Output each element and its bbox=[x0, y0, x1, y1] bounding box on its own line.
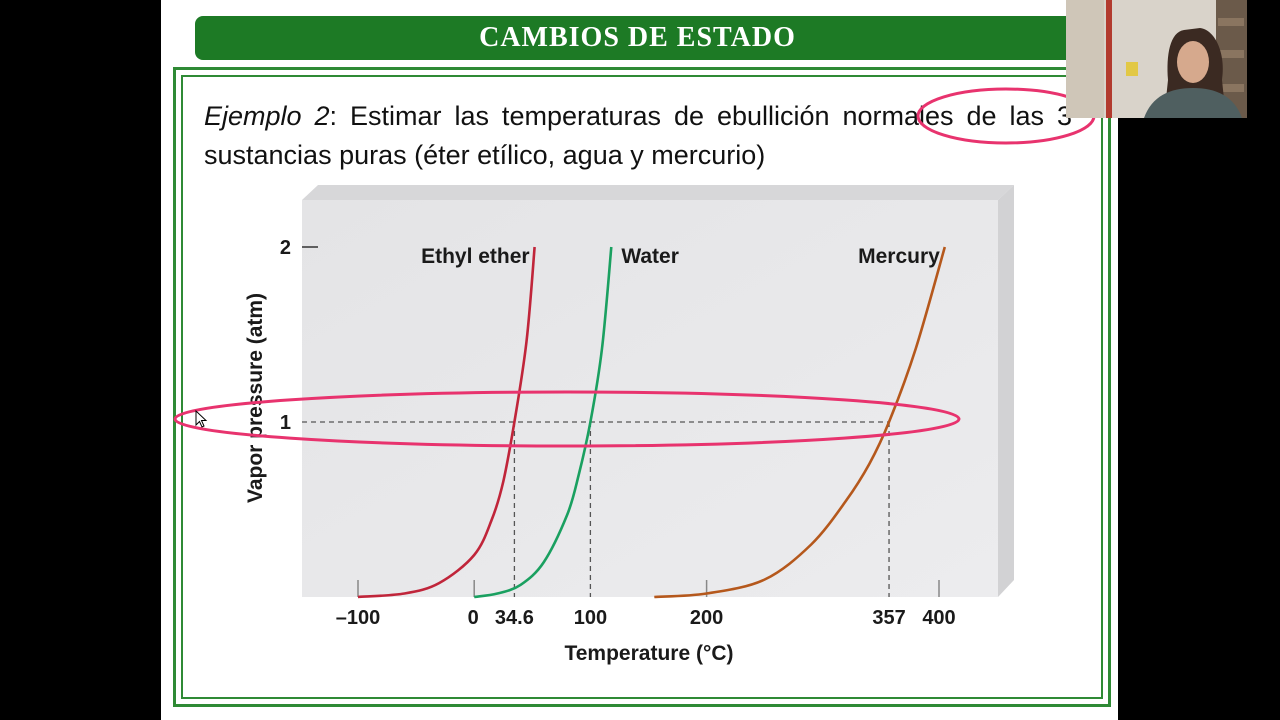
webcam-feed bbox=[1066, 0, 1247, 118]
x-tick-label: 200 bbox=[690, 607, 723, 629]
example-body: : Estimar las temperaturas de ebullición… bbox=[204, 101, 1072, 170]
slide-frame-outer bbox=[173, 67, 1111, 707]
x-tick-labels: –100 0 34.6 100 200 357 400 bbox=[336, 607, 956, 629]
chart-plot-area bbox=[302, 200, 998, 597]
chart-top-face bbox=[302, 185, 1014, 200]
series-curve-water bbox=[474, 246, 613, 599]
x-tick-label: 357 bbox=[872, 607, 905, 629]
x-tick-label: 400 bbox=[922, 607, 955, 629]
x-tick-label: –100 bbox=[336, 607, 381, 629]
series-curve-mercury bbox=[654, 246, 947, 599]
mouse-cursor-icon bbox=[195, 410, 208, 428]
annotation-ellipse-pressure bbox=[173, 390, 961, 448]
slide-title-bar: CAMBIOS DE ESTADO bbox=[195, 16, 1080, 60]
x-tick-label: 0 bbox=[468, 607, 479, 629]
series-curve-ethyl-ether bbox=[357, 246, 536, 599]
example-label: Ejemplo 2 bbox=[204, 101, 330, 131]
series-label-ethyl-ether: Ethyl ether bbox=[421, 245, 530, 268]
series-label-water: Water bbox=[621, 245, 679, 268]
series-curves bbox=[357, 246, 947, 599]
slide-title: CAMBIOS DE ESTADO bbox=[479, 22, 796, 53]
y-tick-label: 2 bbox=[280, 237, 291, 259]
series-labels: Ethyl ether Water Mercury bbox=[421, 245, 940, 268]
reference-lines bbox=[302, 421, 890, 597]
x-tick-label: 34.6 bbox=[495, 607, 534, 629]
example-statement: Ejemplo 2: Estimar las temperaturas de e… bbox=[204, 97, 1072, 175]
x-tick-label: 100 bbox=[574, 607, 607, 629]
axis-ticks bbox=[302, 246, 940, 597]
x-axis-title: Temperature (°C) bbox=[564, 642, 733, 665]
chart-side-face bbox=[998, 185, 1014, 597]
y-tick-labels: 12 bbox=[280, 237, 291, 434]
series-label-mercury: Mercury bbox=[858, 245, 940, 268]
slide-frame-inner bbox=[181, 75, 1103, 699]
y-tick-label: 1 bbox=[280, 412, 291, 434]
y-axis-title: Vapor pressure (atm) bbox=[244, 293, 267, 503]
